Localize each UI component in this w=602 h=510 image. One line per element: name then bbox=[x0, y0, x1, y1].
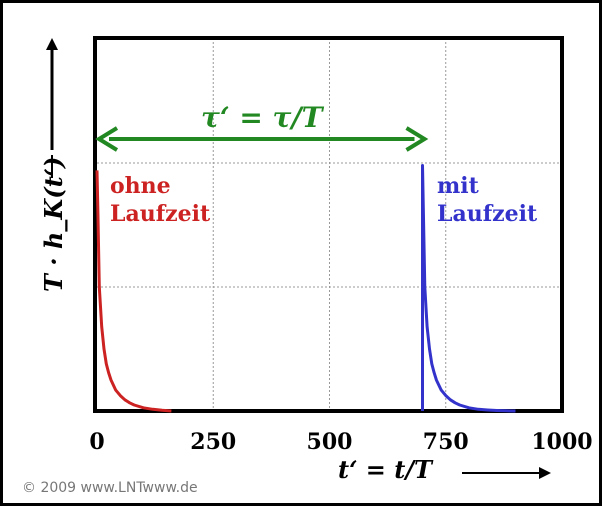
copyright-text: © 2009 www.LNTwww.de bbox=[22, 480, 198, 496]
x-tick-label: 1000 bbox=[531, 429, 592, 455]
x-tick-labels: 0 250 500 750 1000 bbox=[89, 429, 592, 455]
tau-label: τ‘ = τ/T bbox=[201, 101, 325, 134]
y-axis-label: T · h_K(t‘) bbox=[39, 157, 68, 292]
blue-label-line1: mit bbox=[437, 173, 480, 199]
series-line bbox=[95, 170, 172, 413]
blue-label-line2: Laufzeit bbox=[437, 201, 538, 227]
grid bbox=[97, 38, 562, 411]
x-tick-label: 750 bbox=[423, 429, 469, 455]
red-label-line2: Laufzeit bbox=[110, 201, 211, 227]
x-axis-label: t‘ = t/T bbox=[338, 455, 434, 484]
series-layer bbox=[95, 164, 516, 413]
red-label-line1: ohne bbox=[110, 173, 171, 199]
x-tick-label: 500 bbox=[307, 429, 353, 455]
tau-arrow-head-left bbox=[95, 126, 119, 152]
x-tick-label: 250 bbox=[190, 429, 236, 455]
tau-arrow-head-right bbox=[405, 126, 429, 152]
plot-box bbox=[93, 36, 564, 413]
series-line bbox=[421, 164, 516, 413]
tau-annotation: τ‘ = τ/T bbox=[95, 101, 429, 152]
x-tick-label: 0 bbox=[89, 429, 104, 455]
